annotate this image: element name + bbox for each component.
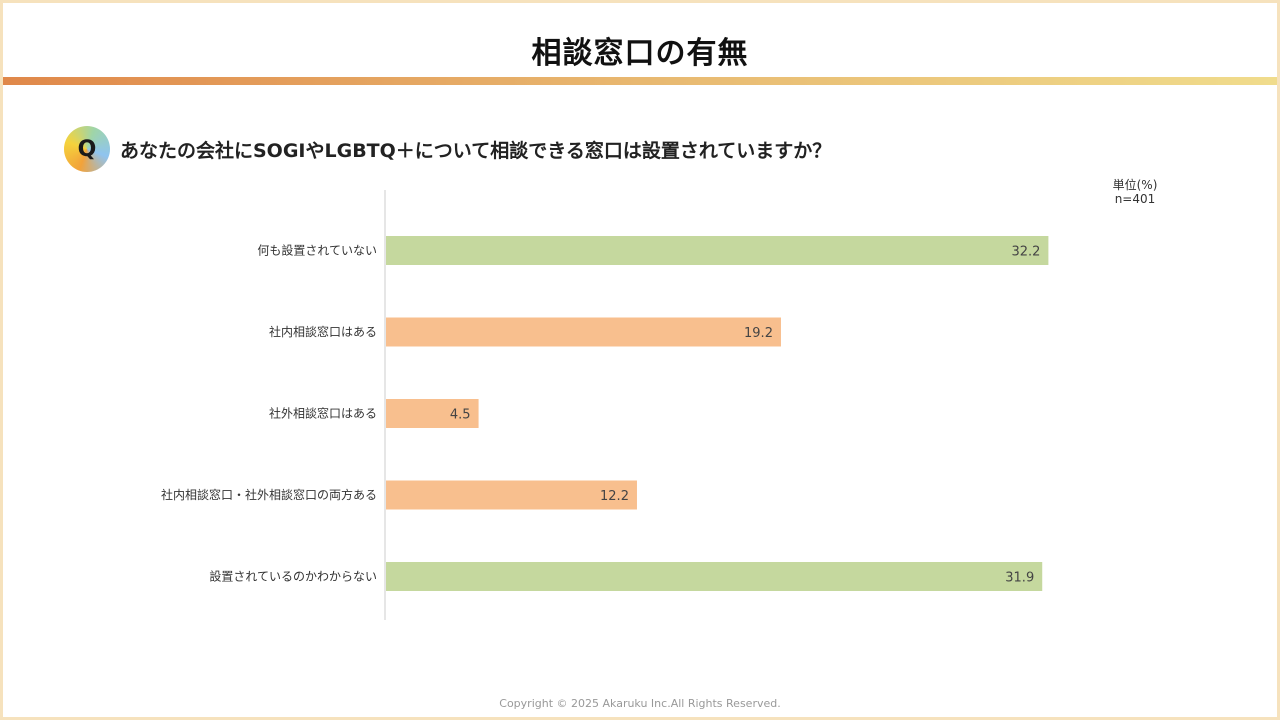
bar-4: [386, 562, 1043, 591]
sample-size: n=401: [1114, 192, 1156, 206]
value-label: 4.5: [450, 408, 471, 423]
question-badge-label: Q: [77, 136, 97, 162]
category-label: 社内相談窓口・社外相談窓口の両方ある: [161, 487, 377, 502]
category-label: 何も設置されていない: [257, 243, 377, 258]
page-title: 相談窓口の有無: [531, 36, 749, 71]
title-underline: [3, 77, 1277, 85]
value-label: 12.2: [600, 489, 629, 504]
bar-0: [386, 236, 1049, 265]
value-label: 19.2: [744, 326, 773, 341]
value-label: 31.9: [1005, 571, 1034, 586]
category-label: 設置されているのかわからない: [209, 569, 377, 584]
category-label: 社内相談窓口はある: [269, 324, 377, 339]
value-label: 32.2: [1011, 245, 1040, 260]
bar-1: [386, 317, 781, 347]
bar-2: [386, 399, 479, 428]
category-label: 社外相談窓口はある: [269, 406, 377, 421]
unit-label: 単位(%): [1112, 178, 1158, 192]
question-badge: Q: [64, 126, 110, 172]
copyright-footer: Copyright © 2025 Akaruku Inc.All Rights …: [499, 697, 781, 710]
unit-note: 単位(%) n=401: [1100, 178, 1170, 206]
question-text: あなたの会社にSOGIやLGBTQ＋について相談できる窓口は設置されていますか？: [120, 140, 832, 162]
bar-3: [386, 480, 637, 510]
